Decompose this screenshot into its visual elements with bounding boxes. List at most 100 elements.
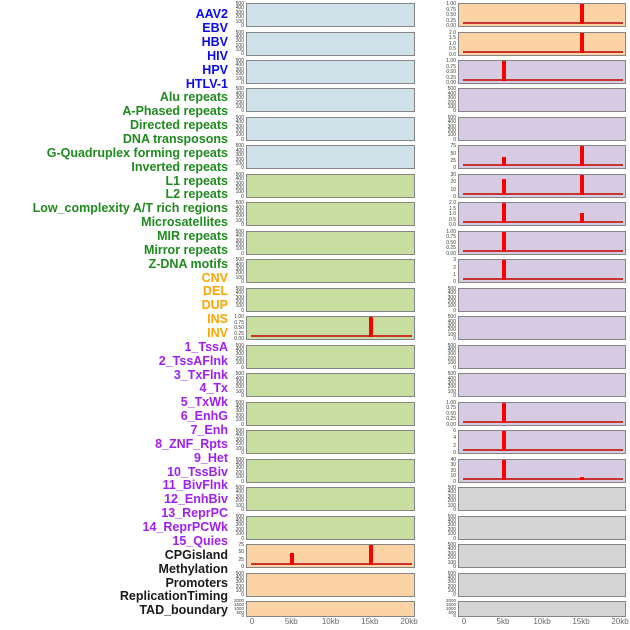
y-tick-label: 1.00: [446, 1, 456, 7]
y-tick-label: 200: [235, 71, 244, 78]
y-tick-label: 100: [447, 502, 456, 509]
y-axis-tick-labels: 30 20 10 0: [439, 172, 456, 199]
y-tick-label: 25: [238, 556, 244, 563]
y-axis-tick-labels: 40 30 20 10 0: [439, 457, 456, 485]
y-tick-label: 200: [235, 298, 244, 305]
y-tick-label: 400: [447, 574, 456, 581]
y-axis-tick-labels: 500 400 300 200 100 0: [227, 457, 244, 484]
y-tick-label: 0: [241, 108, 244, 115]
y-tick-label: 300: [235, 123, 244, 130]
profile-panel: [458, 373, 626, 398]
row-label: 9_Het: [193, 450, 228, 465]
row-label: 2_TssAFlnk: [158, 353, 228, 368]
y-tick-label: 400: [235, 204, 244, 211]
profile-panel: [246, 88, 415, 113]
y-tick-label: 0.75: [446, 6, 456, 13]
y-tick-label: 2000: [233, 598, 244, 603]
y-tick-label: 300: [235, 152, 244, 159]
y-tick-label: 0.25: [446, 245, 456, 252]
x-tick-label: 0: [249, 617, 255, 626]
profile-panel: [246, 259, 415, 284]
y-tick-label: 0: [241, 563, 244, 570]
y-tick-label: 300: [235, 180, 244, 187]
data-spike: [502, 178, 506, 195]
profile-panel: [246, 515, 415, 540]
y-tick-label: 100: [235, 160, 244, 167]
y-tick-label: 500: [235, 1, 244, 7]
profile-panel: [458, 487, 626, 512]
y-tick-label: 500: [236, 609, 244, 615]
y-axis-tick-labels: 75 50 25 0: [439, 144, 456, 171]
y-tick-label: 0: [241, 307, 244, 314]
row-label: TAD_boundary: [139, 603, 228, 618]
y-tick-label: 500: [235, 86, 244, 93]
y-axis-tick-labels: 500 400 300 200 100 0: [439, 342, 456, 370]
row-label: HTLV-1: [185, 76, 228, 91]
y-tick-label: 500: [235, 513, 244, 520]
y-tick-label: 500: [447, 371, 456, 378]
y-tick-label: 0.25: [446, 74, 456, 81]
y-tick-label: 100: [235, 502, 244, 509]
y-tick-label: 200: [235, 241, 244, 248]
y-tick-label: 300: [235, 294, 244, 301]
y-tick-label: 20: [450, 467, 456, 474]
y-tick-label: 0.50: [446, 69, 456, 75]
y-tick-label: 0: [453, 478, 456, 485]
zero-baseline: [463, 22, 623, 24]
y-tick-label: 400: [235, 347, 244, 354]
data-spike: [502, 260, 506, 281]
x-tick-label: 5kb: [496, 617, 510, 626]
row-label: Directed repeats: [130, 118, 228, 133]
y-tick-label: 500: [447, 342, 456, 349]
y-tick-label: 400: [235, 517, 244, 524]
x-tick-label: 5kb: [284, 617, 298, 626]
y-tick-label: 400: [235, 5, 244, 12]
profile-panel: [246, 401, 415, 426]
y-tick-label: 100: [235, 217, 244, 224]
profile-panel: [458, 88, 626, 113]
y-tick-label: 300: [235, 579, 244, 586]
y-tick-label: 1.00: [446, 58, 456, 64]
y-tick-label: 400: [447, 489, 456, 496]
y-tick-label: 200: [235, 526, 244, 533]
y-tick-label: 0: [453, 535, 456, 542]
y-axis-tick-labels: 2.0 1.5 1.0 0.5 0.0: [439, 201, 456, 228]
y-tick-label: 100: [447, 303, 456, 310]
y-tick-label: 500: [235, 371, 244, 378]
y-tick-label: 1.5: [449, 205, 456, 212]
y-tick-label: 3: [453, 257, 456, 264]
y-tick-label: 0: [241, 450, 244, 457]
profile-panel: [458, 202, 626, 227]
y-tick-label: 500: [235, 143, 244, 150]
y-axis-tick-labels: 500 400 300 200 100 0: [227, 59, 244, 86]
y-tick-label: 400: [235, 176, 244, 183]
y-tick-label: 0: [453, 613, 456, 619]
y-tick-label: 0: [453, 393, 456, 400]
y-axis-tick-labels: 500 400 300 200 100 0: [227, 486, 244, 513]
y-tick-label: 400: [235, 460, 244, 467]
y-tick-label: 400: [235, 574, 244, 581]
y-tick-label: 0: [241, 535, 244, 542]
profile-panel: [246, 202, 415, 227]
profile-panel: [458, 31, 626, 56]
data-spike: [502, 61, 506, 81]
y-tick-label: 400: [235, 33, 244, 40]
y-tick-label: 0: [241, 165, 244, 172]
zero-baseline: [251, 563, 412, 565]
y-axis-tick-labels: 500 400 300 200 100 0: [439, 486, 456, 513]
y-tick-label: 400: [235, 233, 244, 240]
y-tick-label: 100: [235, 474, 244, 481]
y-tick-label: 300: [235, 38, 244, 45]
zero-baseline: [463, 79, 623, 81]
y-tick-label: 400: [447, 546, 456, 553]
y-tick-label: 500: [235, 114, 244, 121]
y-tick-label: 1500: [445, 601, 456, 607]
data-spike: [502, 157, 506, 167]
profile-panel: [246, 230, 415, 255]
y-tick-label: 200: [235, 156, 244, 163]
zero-baseline: [463, 192, 623, 195]
y-tick-label: 0.00: [446, 80, 456, 86]
y-tick-label: 400: [447, 290, 456, 297]
y-tick-label: 400: [447, 90, 456, 97]
